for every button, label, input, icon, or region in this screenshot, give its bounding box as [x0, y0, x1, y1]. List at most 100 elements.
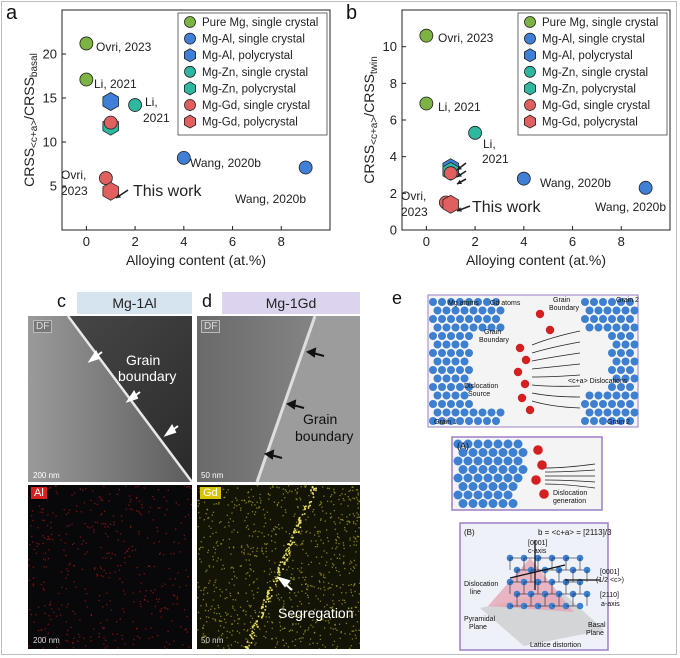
annotation-wang2: Wang, 2020b [595, 200, 666, 214]
schematic-label: Boundary [549, 305, 579, 312]
data-point [516, 171, 531, 186]
legend-label: Mg-Zn, polycrystal [542, 83, 636, 95]
data-point [79, 72, 94, 87]
x-tick-label: 8 [278, 234, 285, 249]
x-tick-label: 0 [423, 234, 430, 249]
data-point [102, 92, 119, 111]
legend-label: Mg-Gd, polycrystal [202, 117, 298, 129]
chart-b: 0 2 4 6 8 0 2 4 6 8 10 Alloying content (at.%) CRSS<… [361, 9, 671, 268]
df-label-d: DF [201, 320, 221, 333]
y-tick-label: 10 [43, 135, 57, 150]
schematic-label: [0001] [528, 540, 548, 547]
schematic-label: Gd atoms [490, 300, 521, 307]
annotation-wang1: Wang, 2020b [540, 176, 611, 190]
arrow-head [457, 165, 462, 170]
legend-marker [524, 16, 536, 28]
legend-label: Mg-Gd, single crystal [202, 100, 310, 112]
legend-label: Mg-Gd, polycrystal [542, 117, 638, 129]
panel-c-header: Mg-1Al [77, 292, 192, 314]
data-point [468, 125, 482, 140]
x-tick-label: 8 [618, 234, 625, 249]
data-point [298, 160, 313, 175]
legend-marker [183, 81, 197, 96]
y-axis-label: CRSS<c+a>/CRSSbasal [21, 53, 40, 187]
schematic-label: c-axis [528, 548, 547, 555]
annotation-wang2: Wang, 2020b [235, 192, 306, 206]
x-tick-label: 4 [180, 234, 187, 249]
boundary-label-c: boundary [118, 368, 177, 384]
data-point [419, 96, 434, 111]
annotation-ovri2_a: Ovri, [401, 189, 426, 203]
y-tick-label: 20 [43, 47, 57, 62]
grain-label-c: Grain [126, 352, 161, 368]
x-tick-label: 4 [520, 234, 527, 249]
y-tick-label: 0 [390, 223, 397, 238]
y-tick-label: 10 [383, 39, 397, 54]
chart-a: 0 2 4 6 8 5 10 15 20 Alloying content (at.%) CRSS<… [21, 9, 331, 268]
legend-marker [524, 99, 536, 111]
panel-letter-e: e [392, 288, 403, 308]
legend-marker [184, 99, 196, 111]
schematic-label: [0001] [600, 569, 620, 576]
data-point [176, 150, 191, 165]
y-tick-label: 2 [390, 186, 397, 201]
data-point [443, 166, 458, 181]
plot-frame [61, 9, 331, 231]
legend-marker [184, 32, 196, 45]
schematic-label: Dislocation [464, 581, 498, 588]
schematic-label: Basal [588, 622, 606, 629]
schematic-label: [2110] [600, 592, 619, 599]
panel-letter-b: b [346, 2, 358, 24]
annotation-ovri2_b: 2023 [61, 184, 88, 198]
panel-letter-c: c [57, 291, 66, 311]
schematic-label: Dislocation [553, 490, 587, 497]
legend-label: Pure Mg, single crystal [542, 17, 658, 29]
schematic-label: line [470, 589, 481, 596]
annotation-li: Li, 2021 [94, 77, 137, 91]
scale-label-d2: 50 nm [201, 636, 224, 645]
boundary-label-d: boundary [295, 428, 354, 444]
data-point [79, 36, 94, 51]
annotation-ovri2_b: 2023 [401, 205, 428, 219]
legend-marker [524, 32, 536, 45]
schematic-label: Plane [469, 624, 487, 631]
schematic-label: (1/2 <c>) [596, 577, 624, 584]
annotation-li2_b: 2021 [143, 111, 170, 125]
legend-marker [523, 81, 537, 96]
legend-label: Mg-Al, single crystal [202, 34, 305, 46]
schematic-label: Dislocation [464, 383, 498, 390]
schematic-label: Grain [553, 297, 570, 304]
schematic-label: generation [553, 498, 586, 505]
x-tick-label: 2 [471, 234, 478, 249]
arrow-head [457, 179, 462, 184]
legend-label: Pure Mg, single crystal [202, 17, 318, 29]
y-tick-label: 6 [390, 113, 397, 128]
annotation-li: Li, 2021 [438, 100, 481, 114]
x-axis-label: Alloying content (at.%) [126, 252, 266, 268]
data-point [128, 98, 142, 112]
panel-letter-a: a [6, 2, 18, 24]
data-point [442, 194, 459, 214]
schematic-label: Source [468, 391, 490, 398]
schematic-label: (B) [464, 528, 475, 537]
element-label-gd: Gd [200, 487, 221, 499]
eds-map-al [28, 485, 192, 649]
schematic-label: Grain [484, 329, 501, 336]
arrow-head [116, 193, 121, 198]
data-point [102, 181, 119, 201]
panel-letter-d: d [202, 291, 213, 311]
schematic-label: b = <c+a> = [2113]/3 [538, 528, 612, 537]
x-tick-label: 2 [131, 234, 138, 249]
legend-marker [184, 16, 196, 28]
legend-label: Mg-Zn, single crystal [202, 67, 308, 79]
legend-box [517, 12, 668, 136]
legend-marker [183, 48, 197, 63]
arrow-head [457, 207, 462, 212]
legend-label: Mg-Al, single crystal [542, 34, 645, 46]
schematic-label: Grain 1 [434, 419, 457, 426]
legend-label: Mg-Zn, single crystal [542, 67, 648, 79]
x-tick-label: 0 [83, 234, 90, 249]
annotation-this: This work [133, 183, 202, 200]
legend-label: Mg-Gd, single crystal [542, 100, 650, 112]
